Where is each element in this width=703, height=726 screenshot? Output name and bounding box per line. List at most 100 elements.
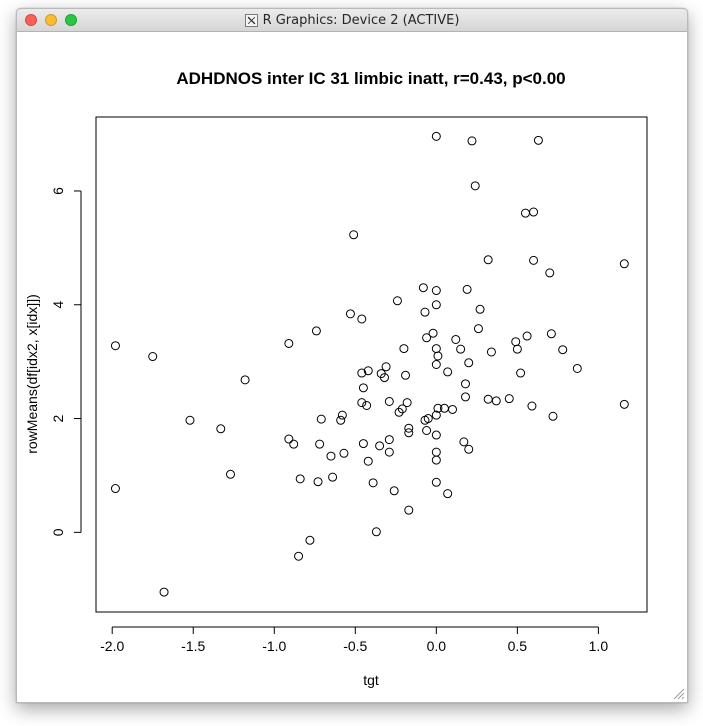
data-point [148, 352, 158, 362]
data-point [428, 328, 438, 338]
data-point [295, 474, 305, 484]
data-point [431, 410, 441, 420]
data-point [443, 367, 453, 377]
data-points [110, 131, 629, 597]
data-point [431, 344, 441, 354]
data-point [399, 344, 409, 354]
data-point [357, 314, 367, 324]
data-point [357, 398, 367, 408]
x-tick-label: -1.0 [262, 638, 286, 654]
data-point [451, 334, 461, 344]
data-point [619, 399, 629, 409]
data-point [401, 370, 411, 380]
data-point [422, 333, 432, 343]
x-tick-label: -2.0 [100, 638, 124, 654]
data-point [431, 360, 441, 369]
data-point [345, 309, 355, 319]
data-point [159, 587, 169, 597]
y-tick-label: 4 [50, 301, 66, 309]
data-point [381, 362, 391, 372]
data-point [456, 344, 466, 354]
data-point [358, 439, 368, 449]
data-point [294, 551, 304, 561]
data-point [529, 255, 539, 265]
data-point [431, 477, 441, 487]
data-point [431, 430, 441, 440]
x-axis: -2.0 -1.5 -1.0 -0.5 0.0 0.5 1.0 [100, 626, 609, 654]
data-point [467, 136, 477, 146]
data-point [512, 344, 522, 354]
data-point [483, 394, 493, 404]
y-tick-label: 6 [50, 187, 66, 195]
data-point [464, 444, 474, 454]
data-point [572, 363, 582, 373]
data-point [522, 331, 532, 341]
data-point [433, 403, 443, 413]
data-point [339, 448, 349, 458]
resize-grip-icon[interactable] [672, 687, 685, 700]
data-point [533, 135, 543, 145]
data-point [371, 527, 381, 537]
data-point [473, 324, 483, 334]
data-point [460, 392, 470, 402]
data-point [363, 456, 373, 466]
data-point [511, 337, 521, 347]
x-tick-label: 1.0 [589, 638, 609, 654]
data-point [423, 414, 433, 424]
data-point [431, 447, 441, 457]
data-point [397, 404, 407, 414]
data-point [336, 415, 346, 425]
data-point [358, 383, 368, 393]
data-point [402, 398, 412, 408]
title-bar[interactable]: R Graphics: Device 2 (ACTIVE) [17, 9, 687, 32]
data-point [110, 341, 120, 351]
data-point [483, 255, 493, 265]
data-point [546, 329, 556, 339]
scatter-plot: ADHDNOS inter IC 31 limbic inatt, r=0.43… [24, 69, 648, 688]
data-point [431, 300, 441, 310]
data-point [315, 439, 325, 449]
data-point [394, 407, 404, 417]
data-point [459, 437, 469, 447]
plot-frame [95, 116, 648, 613]
data-point [337, 410, 347, 420]
window-title-group: R Graphics: Device 2 (ACTIVE) [17, 9, 687, 31]
data-point [433, 351, 443, 361]
x-tick-label: 0.0 [427, 638, 447, 654]
data-point [404, 428, 414, 438]
data-point [384, 435, 394, 445]
chart-title: ADHDNOS inter IC 31 limbic inatt, r=0.43… [176, 69, 565, 88]
data-point [431, 131, 441, 141]
maximize-window-button[interactable] [65, 14, 77, 26]
graphics-window: R Graphics: Device 2 (ACTIVE) ADHDNOS in… [16, 8, 688, 703]
data-point [527, 401, 537, 411]
data-point [619, 259, 629, 269]
data-point [226, 469, 236, 479]
data-point [240, 375, 250, 385]
data-point [289, 439, 299, 449]
data-point [216, 424, 226, 434]
data-point [110, 484, 120, 494]
data-point [384, 396, 394, 406]
data-point [326, 451, 336, 461]
data-point [520, 208, 530, 218]
x11-icon [244, 13, 258, 27]
minimize-window-button[interactable] [45, 14, 57, 26]
data-point [448, 404, 458, 414]
data-point [431, 286, 441, 296]
data-point [284, 338, 294, 348]
data-point [464, 358, 474, 368]
data-point [470, 181, 480, 191]
close-window-button[interactable] [25, 14, 37, 26]
window-title: R Graphics: Device 2 (ACTIVE) [262, 12, 460, 28]
x-axis-label: tgt [363, 672, 379, 688]
data-point [404, 423, 414, 433]
data-point [418, 283, 428, 293]
data-point [558, 345, 568, 355]
data-point [349, 230, 359, 240]
x-tick-label: -1.5 [181, 638, 205, 654]
data-point [545, 268, 555, 278]
data-point [185, 415, 195, 425]
data-point [460, 379, 470, 389]
data-point [316, 414, 326, 424]
